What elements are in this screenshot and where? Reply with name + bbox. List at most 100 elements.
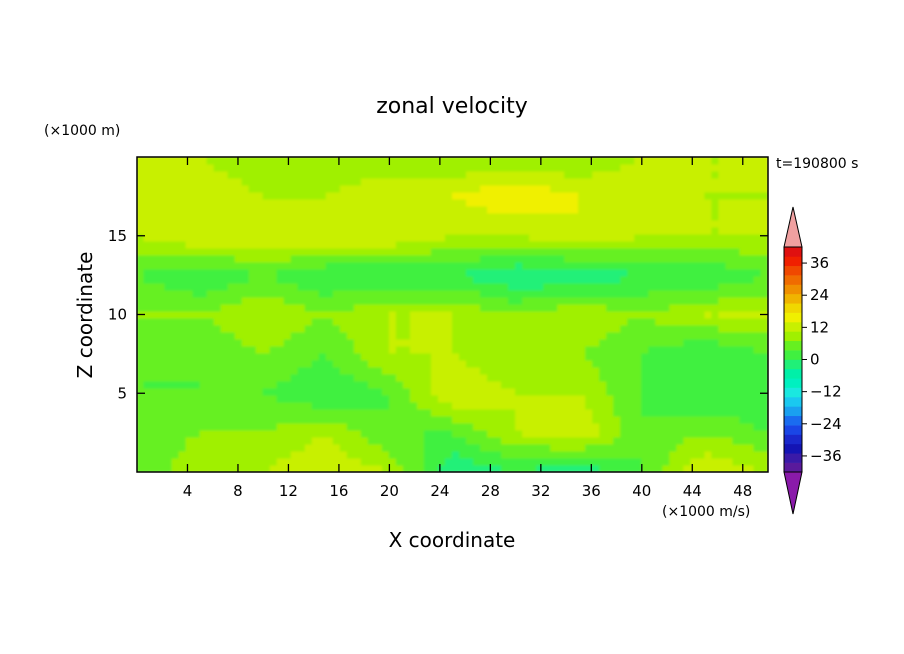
contour-cell xyxy=(255,157,264,165)
contour-cell xyxy=(669,233,678,242)
contour-cell xyxy=(171,261,180,270)
contour-cell xyxy=(143,163,152,172)
contour-cell xyxy=(711,191,720,200)
contour-cell xyxy=(304,464,313,472)
contour-cell xyxy=(746,366,755,375)
contour-cell xyxy=(690,303,699,312)
contour-cell xyxy=(227,464,236,472)
contour-cell xyxy=(732,310,741,319)
contour-cell xyxy=(480,338,489,347)
contour-cell xyxy=(606,177,615,186)
contour-cell xyxy=(367,422,376,431)
contour-cell xyxy=(178,282,187,291)
contour-cell xyxy=(494,331,503,340)
contour-cell xyxy=(613,338,622,347)
contour-cell xyxy=(360,205,369,214)
contour-cell xyxy=(480,359,489,368)
contour-cell xyxy=(297,317,306,326)
contour-cell xyxy=(227,212,236,221)
contour-cell xyxy=(227,282,236,291)
contour-cell xyxy=(459,457,468,466)
contour-cell xyxy=(150,415,159,424)
contour-cell xyxy=(550,289,559,298)
contour-cell xyxy=(592,443,601,452)
contour-cell xyxy=(634,163,643,172)
contour-cell xyxy=(437,352,446,361)
contour-cell xyxy=(269,380,278,389)
contour-cell xyxy=(353,289,362,298)
contour-cell xyxy=(655,303,664,312)
contour-cell xyxy=(529,170,538,179)
contour-cell xyxy=(711,331,720,340)
contour-cell xyxy=(613,352,622,361)
contour-cell xyxy=(137,331,145,340)
contour-cell xyxy=(381,233,390,242)
contour-cell xyxy=(746,184,755,193)
contour-cell xyxy=(690,429,699,438)
contour-cell xyxy=(444,170,453,179)
contour-cell xyxy=(381,457,390,466)
contour-cell xyxy=(290,247,299,256)
contour-cell xyxy=(318,254,327,263)
contour-cell xyxy=(753,310,762,319)
contour-cell xyxy=(360,422,369,431)
contour-cell xyxy=(683,401,692,410)
contour-cell xyxy=(137,254,145,263)
contour-cell xyxy=(353,373,362,382)
contour-cell xyxy=(515,422,524,431)
contour-cell xyxy=(655,408,664,417)
contour-cell xyxy=(409,219,418,228)
contour-cell xyxy=(522,429,531,438)
contour-cell xyxy=(711,233,720,242)
contour-cell xyxy=(199,191,208,200)
contour-cell xyxy=(732,275,741,284)
contour-cell xyxy=(634,198,643,207)
contour-cell xyxy=(276,324,285,333)
contour-cell xyxy=(332,247,341,256)
contour-cell xyxy=(171,373,180,382)
contour-cell xyxy=(690,401,699,410)
contour-cell xyxy=(171,282,180,291)
contour-cell xyxy=(444,324,453,333)
contour-cell xyxy=(234,303,243,312)
contour-cell xyxy=(718,352,727,361)
contour-cell xyxy=(459,184,468,193)
contour-cell xyxy=(339,268,348,277)
contour-cell xyxy=(255,303,264,312)
contour-cell xyxy=(753,303,762,312)
contour-cell xyxy=(515,317,524,326)
contour-cell xyxy=(346,163,355,172)
contour-cell xyxy=(627,464,636,472)
contour-cell xyxy=(571,170,580,179)
contour-cell xyxy=(192,226,201,235)
contour-cell xyxy=(332,191,341,200)
contour-cell xyxy=(592,163,601,172)
contour-cell xyxy=(290,366,299,375)
contour-cell xyxy=(452,387,461,396)
contour-cell xyxy=(557,415,566,424)
contour-cell xyxy=(557,408,566,417)
contour-cell xyxy=(648,324,657,333)
contour-cell xyxy=(550,233,559,242)
contour-cell xyxy=(304,261,313,270)
contour-cell xyxy=(452,198,461,207)
contour-cell xyxy=(206,394,215,403)
contour-cell xyxy=(704,436,713,445)
contour-cell xyxy=(739,373,748,382)
contour-cell xyxy=(416,408,425,417)
contour-cell xyxy=(683,380,692,389)
contour-cell xyxy=(339,366,348,375)
contour-cell xyxy=(459,240,468,249)
contour-cell xyxy=(564,366,573,375)
contour-cell xyxy=(459,177,468,186)
x-tick-label: 8 xyxy=(233,482,243,500)
contour-cell xyxy=(515,268,524,277)
contour-cell xyxy=(171,324,180,333)
contour-cell xyxy=(234,226,243,235)
contour-cell xyxy=(283,443,292,452)
contour-cell xyxy=(508,254,517,263)
contour-cell xyxy=(241,268,250,277)
contour-cell xyxy=(137,170,145,179)
contour-cell xyxy=(199,450,208,459)
contour-cell xyxy=(262,177,271,186)
